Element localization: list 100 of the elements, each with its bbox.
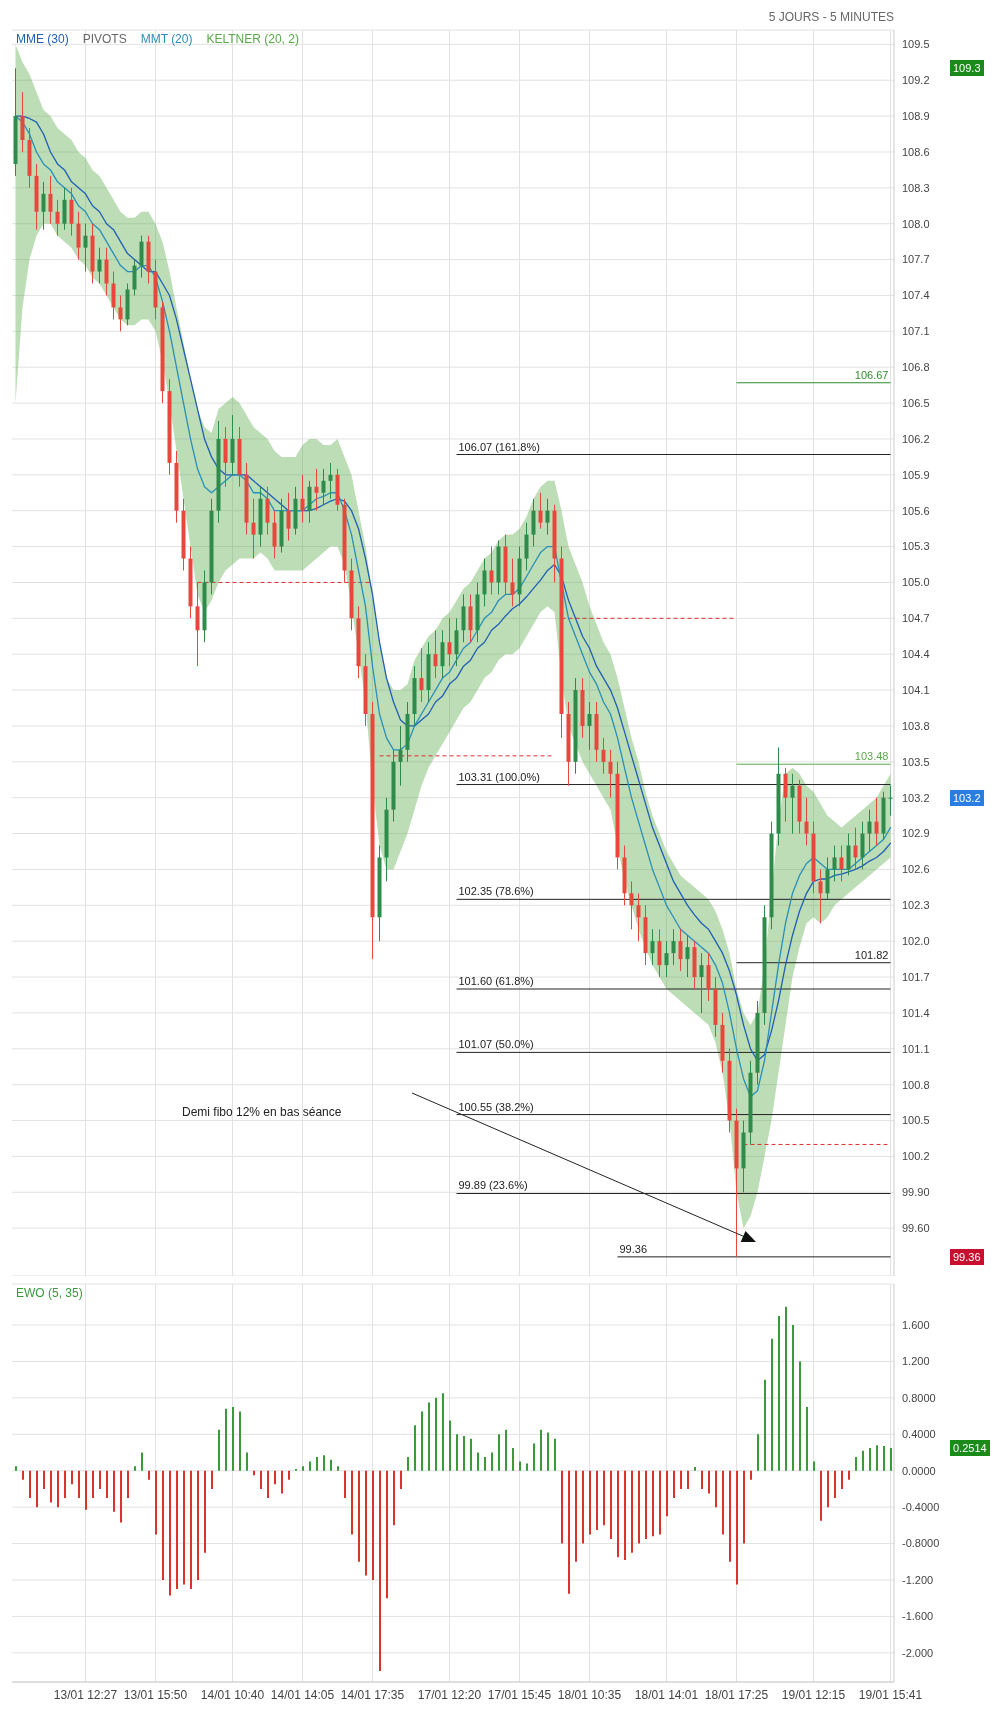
ref-line-label: 103.31 (100.0%) [458, 770, 540, 783]
y-tick-label: 109.5 [902, 38, 930, 51]
ref-line-label: 99.89 (23.6%) [458, 1179, 528, 1192]
bar [407, 1457, 409, 1471]
bar [799, 1361, 801, 1471]
bar [421, 1411, 423, 1471]
ref-line-label: 99.36 [619, 1242, 648, 1255]
bar [575, 1470, 577, 1562]
candlestick [398, 725, 403, 787]
x-tick-label: 17/01 12:20 [417, 1687, 482, 1702]
candlestick [468, 593, 473, 643]
bar [274, 1470, 276, 1485]
bar [750, 1470, 752, 1480]
y-tick-label: 108.6 [902, 145, 930, 158]
y-tick-label: 0.0000 [902, 1464, 936, 1477]
bar [225, 1408, 227, 1471]
y-tick-label: 105.6 [902, 504, 930, 517]
y-tick-label: -2.000 [902, 1646, 934, 1659]
bar [134, 1466, 136, 1471]
ref-line-label: 101.07 (50.0%) [458, 1038, 534, 1051]
bar [260, 1470, 262, 1489]
bar [505, 1429, 507, 1471]
bar [708, 1470, 710, 1494]
bar [316, 1457, 318, 1471]
bar [638, 1470, 640, 1544]
candlestick [41, 181, 46, 231]
ref-line-label: 106.67 [854, 368, 889, 381]
bar [792, 1324, 794, 1471]
candlestick [132, 259, 137, 296]
bar [771, 1338, 773, 1471]
bar [666, 1470, 668, 1517]
candlestick [818, 868, 823, 924]
candlestick [62, 187, 67, 231]
bar [757, 1434, 759, 1471]
candlestick [440, 629, 445, 679]
bar [302, 1466, 304, 1471]
candlestick [531, 498, 536, 548]
bar [162, 1470, 164, 1580]
bar [526, 1463, 528, 1471]
candlestick [538, 492, 543, 530]
bar [841, 1470, 843, 1489]
candlestick [307, 480, 312, 524]
candlestick [300, 474, 305, 524]
bar [50, 1470, 52, 1503]
bar [729, 1470, 731, 1562]
y-tick-label: 0.4000 [902, 1428, 936, 1441]
bar [484, 1457, 486, 1471]
y-tick-label: 108.3 [902, 181, 930, 194]
bar [372, 1470, 374, 1580]
bar [806, 1406, 808, 1471]
x-tick-label: 14/01 10:40 [200, 1687, 265, 1702]
bar [22, 1470, 24, 1480]
candlestick [482, 558, 487, 607]
candlestick [832, 845, 837, 882]
bar [29, 1470, 31, 1499]
candlestick [55, 199, 60, 237]
bar [687, 1470, 689, 1489]
candlestick [76, 211, 81, 261]
y-tick-label: 102.3 [902, 899, 930, 912]
y-tick-label: 101.7 [902, 970, 930, 983]
y-tick-label: 106.2 [902, 432, 930, 445]
bar [393, 1470, 395, 1526]
x-tick-label: 18/01 10:35 [557, 1687, 622, 1702]
bar [218, 1429, 220, 1471]
candlestick [321, 468, 326, 506]
y-tick-label: 106.5 [902, 396, 930, 409]
x-tick-label: 19/01 15:41 [858, 1687, 923, 1702]
bar [659, 1470, 661, 1535]
text: MME (30) [16, 32, 69, 46]
bar [85, 1470, 87, 1510]
annotation: Demi fibo 12% en bas séance [182, 1105, 342, 1119]
bar [106, 1470, 108, 1499]
bar [204, 1470, 206, 1553]
bar [442, 1393, 444, 1471]
bar [701, 1470, 703, 1489]
candlestick [433, 629, 438, 679]
bar [498, 1434, 500, 1471]
ref-line-label: 106.07 (161.8%) [458, 440, 540, 453]
bar [92, 1470, 94, 1499]
bar [540, 1429, 542, 1471]
candlestick [685, 934, 690, 978]
bar [400, 1470, 402, 1489]
bar [596, 1470, 598, 1530]
y-tick-label: 101.4 [902, 1006, 930, 1019]
candlestick [195, 581, 200, 667]
bar [99, 1470, 101, 1489]
bar [365, 1470, 367, 1576]
candlestick [867, 809, 872, 852]
candlestick [265, 486, 270, 536]
candlestick [447, 617, 452, 667]
candlestick [678, 928, 683, 972]
bar [197, 1470, 199, 1580]
candlestick [664, 940, 669, 978]
x-tick-label: 18/01 14:01 [634, 1687, 699, 1702]
bar [610, 1470, 612, 1540]
y-tick-label: 1.600 [902, 1318, 930, 1331]
candlestick [461, 593, 466, 643]
bar [246, 1452, 248, 1471]
bar [778, 1315, 780, 1471]
candlestick [48, 175, 53, 225]
